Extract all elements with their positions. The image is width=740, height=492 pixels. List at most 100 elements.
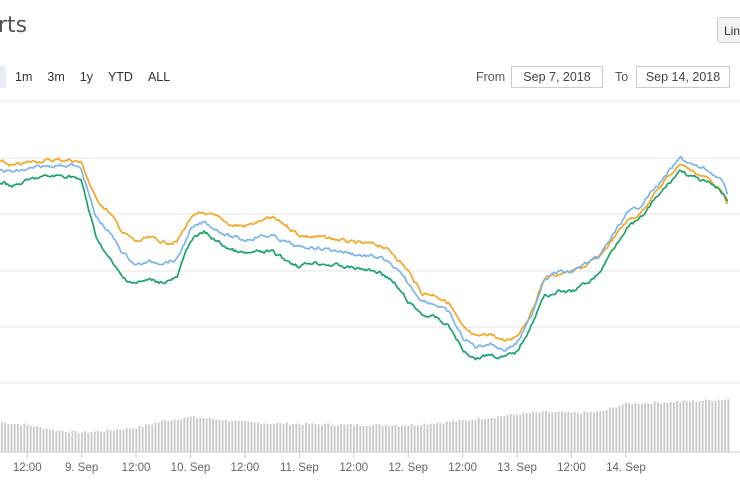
volume-bar xyxy=(317,424,320,452)
volume-bar xyxy=(413,425,416,452)
volume-bar xyxy=(721,400,723,452)
volume-bar xyxy=(167,421,170,452)
volume-bar xyxy=(679,402,682,452)
volume-bar xyxy=(151,424,154,452)
volume-bar xyxy=(314,424,317,452)
volume-bar xyxy=(154,422,157,452)
volume-bar xyxy=(689,401,691,452)
volume-bar xyxy=(557,411,560,452)
volume-bar xyxy=(81,432,83,452)
volume-bar xyxy=(285,422,288,452)
volume-bar xyxy=(241,420,243,452)
range-button-1m[interactable]: 1m xyxy=(15,70,33,84)
volume-bar xyxy=(132,428,134,452)
volume-bar xyxy=(250,421,253,452)
volume-bar xyxy=(353,425,355,452)
volume-bar xyxy=(138,425,141,452)
volume-bar xyxy=(570,412,573,452)
volume-bar xyxy=(17,424,19,452)
volume-bar xyxy=(676,401,678,452)
volume-bar xyxy=(263,423,266,452)
volume-bar xyxy=(497,416,499,452)
volume-bar xyxy=(61,431,64,452)
volume-bar xyxy=(209,417,211,452)
x-tick-label: 11. Sep xyxy=(280,462,319,474)
x-tick-label: 12:00 xyxy=(339,462,368,474)
volume-bar xyxy=(125,428,128,452)
volume-bar xyxy=(253,422,256,452)
volume-bar xyxy=(237,420,240,452)
volume-bar xyxy=(84,431,86,452)
volume-bar xyxy=(7,424,10,452)
volume-bar xyxy=(445,421,448,452)
range-button-ytd[interactable]: YTD xyxy=(107,70,133,84)
volume-bar xyxy=(717,399,720,452)
volume-bar xyxy=(657,402,659,452)
volume-bar xyxy=(10,424,13,452)
volume-bar xyxy=(45,428,48,452)
volume-bar xyxy=(404,425,406,452)
volume-bar xyxy=(388,426,390,452)
volume-bar xyxy=(577,413,579,452)
x-tick-label: 12:00 xyxy=(122,462,151,474)
volume-bar xyxy=(596,411,598,452)
volume-bar xyxy=(461,420,464,452)
volume-bar xyxy=(506,415,509,452)
chart-type-button[interactable]: Lin xyxy=(717,17,740,43)
volume-bar xyxy=(266,423,269,452)
volume-bar xyxy=(705,399,707,452)
volume-bar xyxy=(468,420,470,452)
volume-bar xyxy=(164,420,166,452)
volume-bar xyxy=(410,424,413,452)
range-button-all[interactable]: ALL xyxy=(147,70,171,84)
volume-bar xyxy=(455,421,458,452)
volume-bar xyxy=(573,412,576,452)
volume-bar xyxy=(653,401,656,452)
range-button-1y[interactable]: 1y xyxy=(79,70,93,84)
volume-bar xyxy=(529,413,531,452)
volume-bar xyxy=(311,423,314,452)
volume-bar xyxy=(218,420,221,452)
volume-bar xyxy=(372,424,374,452)
volume-bar xyxy=(189,416,192,452)
range-selector: 1m 3m 1y YTD ALL xyxy=(0,66,179,88)
volume-bar xyxy=(561,411,563,452)
volume-bar xyxy=(215,419,218,452)
volume-bar xyxy=(477,417,480,452)
volume-bar xyxy=(628,402,630,452)
volume-bar xyxy=(305,422,307,452)
volume-bar xyxy=(481,419,483,452)
volume-bar xyxy=(554,411,557,452)
volume-bar xyxy=(196,417,198,452)
volume-bar xyxy=(417,425,419,452)
volume-bar xyxy=(583,411,586,452)
volume-bar xyxy=(442,423,445,452)
volume-bar xyxy=(244,421,246,452)
volume-bar xyxy=(13,423,16,452)
volume-bar xyxy=(71,430,74,452)
volume-bar xyxy=(212,419,214,452)
volume-bar xyxy=(692,400,694,452)
volume-bar xyxy=(90,432,93,452)
x-tick-label: 10. Sep xyxy=(171,462,211,474)
volume-bar xyxy=(247,421,250,452)
range-button-3m[interactable]: 3m xyxy=(47,70,65,84)
volume-bar xyxy=(634,402,637,452)
volume-bar xyxy=(449,421,451,452)
volume-bar xyxy=(439,422,442,452)
volume-bar xyxy=(564,412,566,452)
volume-bar xyxy=(20,425,22,452)
from-date-input[interactable]: Sep 7, 2018 xyxy=(511,66,603,88)
volume-bar xyxy=(666,403,669,452)
volume-bar xyxy=(541,411,544,452)
range-button-active[interactable] xyxy=(0,66,6,88)
volume-bar xyxy=(257,422,259,452)
volume-bar xyxy=(519,415,522,452)
volume-bar xyxy=(365,426,368,452)
volume-bar xyxy=(116,429,118,452)
volume-bar xyxy=(525,413,528,452)
to-date-input[interactable]: Sep 14, 2018 xyxy=(636,66,730,88)
volume-bar xyxy=(308,424,310,452)
volume-bar xyxy=(714,400,717,452)
